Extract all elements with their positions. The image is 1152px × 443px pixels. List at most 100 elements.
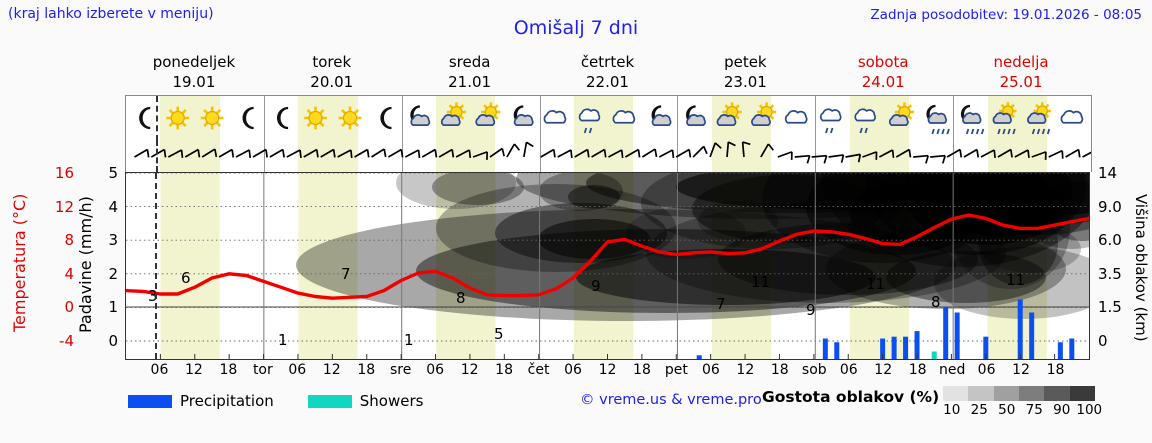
temperature-value-label: 8 [931,293,941,311]
precipitation-tick-5: 0 [108,332,118,350]
wind-barb [337,149,353,159]
colorbar-step-1 [968,386,994,401]
wind-barb [946,148,963,158]
moon-icon [139,106,151,130]
day-date: 24.01 [861,73,905,91]
wind-barb [1014,149,1030,159]
colorbar-step-3 [1018,386,1045,401]
wind-barb [303,148,319,158]
daylight-band [436,173,496,359]
wind-barb [794,154,811,164]
precipitation-bar [1069,338,1075,359]
x-tick-16: 06 [701,362,720,378]
wind-barb [472,151,489,160]
temperature-value-label: 3 [148,287,158,305]
wind-barb [286,149,302,159]
day-header-1: torek 20.01 [263,52,401,92]
precipitation-bar [1017,299,1023,359]
x-tick-4: 06 [288,362,307,378]
wind-barb [878,149,895,159]
x-tick-13: 12 [598,362,617,378]
moon-cloud-icon [651,105,672,126]
temperature-tick-2: 8 [64,231,74,250]
sun-cloud-icon [475,102,501,126]
colorbar-tick-3: 75 [1025,402,1043,418]
wind-barb-row [125,140,1092,172]
wind-barb [709,142,722,158]
wind-barb [963,148,980,158]
temperature-value-label: 8 [456,289,466,307]
precipitation-bar [914,331,920,359]
wind-barb [675,148,692,158]
day-date: 21.01 [448,73,492,91]
precipitation-tick-1: 4 [108,197,118,216]
day-name: četrtek [580,53,635,71]
x-tick-17: 12 [736,362,755,378]
sun-cloud-rain-icon [992,102,1017,135]
temperature-value-label: 11 [1006,271,1025,289]
cloud-icon [543,110,567,124]
cloud-tick-5: 0 [1098,332,1108,350]
sun-icon [304,106,327,130]
wind-barb [997,148,1013,158]
wind-barb [895,148,912,158]
precipitation-bar [880,338,886,359]
sun-icon [166,106,190,130]
colorbar-tick-4: 90 [1053,402,1071,418]
x-tick-2: 18 [219,362,238,378]
temperature-value-label: 11 [751,273,770,291]
wind-barb [828,154,845,163]
wind-barb [1082,151,1091,158]
x-tick-11: čet [527,362,550,378]
wind-barb [387,148,404,158]
page-title: Omišalj 7 dni [513,17,639,39]
cloud-rain-icon [819,108,842,134]
sun-cloud-rain-icon [1027,102,1052,135]
temperature-value-label: 1 [278,331,288,349]
x-tick-5: 12 [322,362,341,378]
x-tick-12: 06 [564,362,582,378]
colorbar-step-5 [1069,386,1095,401]
temperature-value-label: 1 [404,331,414,349]
wind-barbs-svg [134,141,1091,164]
day-separator-5 [815,96,817,141]
x-tick-6: 18 [357,362,376,378]
cloud-cover-field [296,173,1089,321]
day-date: 20.01 [310,73,354,91]
wind-barb [489,147,505,158]
wind-barb [1031,151,1047,160]
x-tick-15: pet [664,362,688,378]
temperature-value-label: 7 [341,265,351,283]
wind-barb [540,148,556,158]
daylight-band-3 [574,140,634,172]
credit-text[interactable]: © vreme.us & vreme.pro [580,392,762,408]
temperature-tick-3: 4 [64,264,74,283]
sun-cloud-icon [888,102,915,126]
moon-cloud-rain-icon [960,104,985,135]
location-menu-hint: (kraj lahko izberete v meniju) [8,6,214,22]
wind-barb [371,148,387,158]
wind-barb [150,148,167,158]
cloud-tick-3: 3.5 [1098,264,1122,283]
x-tick-19: sob [801,362,827,378]
precipitation-bar [1057,342,1063,359]
cloud-density-colorbar [943,386,1095,401]
temperature-tick-1: 12 [54,197,74,216]
precipitation-bar [983,336,989,359]
wind-barb [913,154,929,164]
wind-barb [1048,149,1064,159]
colorbar-tick-2: 50 [998,402,1016,418]
day-name: torek [312,53,352,71]
x-tick-10: 18 [495,362,513,378]
x-tick-23: ned [938,362,966,378]
colorbar-tick-1: 25 [970,402,988,418]
wind-barb [692,145,708,158]
x-tick-22: 18 [908,362,927,378]
wind-barb [201,148,218,158]
x-tick-14: 18 [633,362,651,378]
sun-icon [200,106,224,130]
day-name: ponedeljek [152,53,236,71]
temperature-value-label: 7 [716,295,726,313]
wind-barb [557,149,573,159]
temperature-tick-4: 0 [64,298,74,317]
